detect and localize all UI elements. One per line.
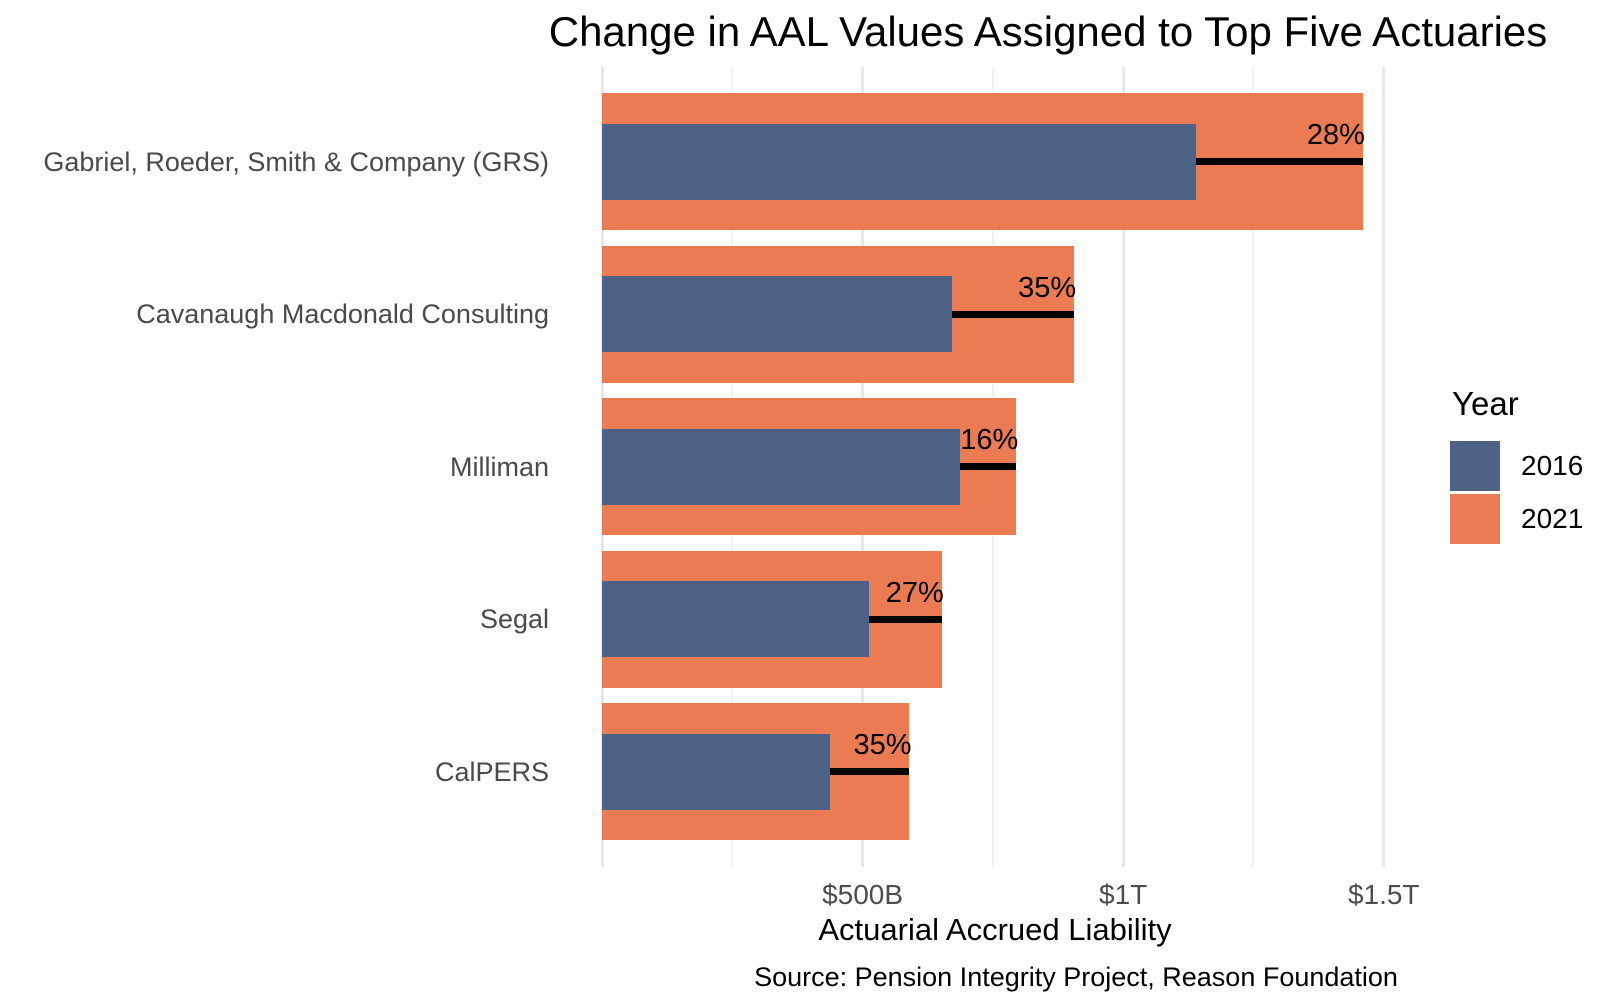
x-tick-label: $1.5T <box>1347 879 1420 910</box>
gridline-major <box>1382 67 1386 867</box>
bar-2016 <box>602 123 1197 200</box>
percent-change-label: 16% <box>960 424 1019 456</box>
bar-2016 <box>602 581 869 657</box>
gridline-minor <box>1252 67 1255 867</box>
category-label: Cavanaugh Macdonald Consulting <box>136 299 549 329</box>
change-connector-line <box>960 463 1017 471</box>
change-connector-line <box>952 310 1075 318</box>
legend-label-2016: 2016 <box>1521 450 1584 481</box>
change-connector-line <box>1196 158 1363 166</box>
legend-label-2021: 2021 <box>1521 503 1584 534</box>
source-caption: Source: Pension Integrity Project, Reaso… <box>754 962 1398 992</box>
category-label: Milliman <box>449 451 549 482</box>
legend-title: Year <box>1452 385 1519 422</box>
percent-change-label: 35% <box>853 729 912 761</box>
legend-swatch-2021 <box>1450 494 1500 544</box>
percent-change-label: 28% <box>1306 119 1365 151</box>
gridline-major <box>1121 67 1125 867</box>
percent-change-label: 35% <box>1018 271 1077 304</box>
change-connector-line <box>868 615 942 623</box>
x-axis-label: Actuarial Accrued Liability <box>818 912 1172 947</box>
bar-2016 <box>602 733 830 810</box>
change-connector-line <box>829 768 910 776</box>
x-tick-label: $500B <box>822 879 904 910</box>
legend-swatch-2016 <box>1450 441 1500 491</box>
percent-change-label: 27% <box>885 576 944 609</box>
bar-2016 <box>602 276 953 352</box>
x-tick-label: $1T <box>1099 879 1148 910</box>
category-label: CalPERS <box>434 756 549 787</box>
bar-2016 <box>602 428 961 505</box>
chart-title: Change in AAL Values Assigned to Top Fiv… <box>548 8 1548 55</box>
category-label: Segal <box>479 604 549 634</box>
category-label: Gabriel, Roeder, Smith & Company (GRS) <box>43 146 549 177</box>
